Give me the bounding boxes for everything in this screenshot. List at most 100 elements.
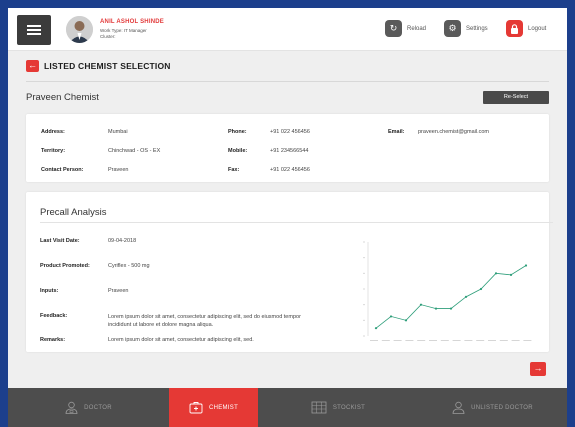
- section-header: ← LISTED CHEMIST SELECTION: [26, 60, 171, 72]
- phone-label: Phone:: [228, 129, 247, 135]
- data-point: [404, 319, 408, 322]
- cluster: Cluster:: [100, 34, 116, 39]
- x-tick-mark: [523, 340, 532, 341]
- chemist-name: Praveen Chemist: [26, 92, 99, 103]
- data-point: [479, 287, 483, 291]
- product-label: Product Promoted:: [40, 263, 90, 269]
- reload-button[interactable]: ↻ Reload: [385, 20, 426, 37]
- medical-kit-icon: [189, 402, 203, 414]
- product-value: Cyriflex - 500 mg: [108, 263, 150, 269]
- divider: [40, 222, 553, 223]
- x-tick-mark: [440, 340, 449, 341]
- nav-stockist-label: STOCKIST: [332, 404, 366, 411]
- data-point: [434, 307, 438, 310]
- settings-button[interactable]: ⚙ Settings: [444, 20, 488, 37]
- divider: [26, 81, 549, 82]
- nav-unlisted-label: UNLISTED DOCTOR: [471, 404, 533, 411]
- y-tick-mark: [363, 257, 365, 259]
- data-point: [374, 327, 378, 330]
- x-tick-mark: [417, 340, 426, 341]
- data-point: [494, 272, 498, 275]
- warehouse-icon: [311, 401, 327, 414]
- nav-unlisted-doctor[interactable]: UNLISTED DOCTOR: [418, 388, 567, 427]
- last-visit-label: Last Visit Date:: [40, 238, 80, 244]
- chemist-details-card: Address: Mumbai Territory: Chinchwad - O…: [26, 114, 549, 182]
- email-value[interactable]: praveen.chemist@gmail.com: [418, 129, 489, 135]
- app-frame: ANIL ASHOL SHINDE Work Type: IT Manager …: [8, 8, 567, 427]
- data-point: [509, 273, 513, 276]
- reload-label: Reload: [407, 25, 427, 32]
- fax-value: +91 022 456456: [270, 167, 310, 173]
- series-line: [375, 265, 527, 329]
- user-name: ANIL ASHOL SHINDE: [100, 19, 164, 25]
- email-label: Email:: [388, 129, 405, 135]
- menu-button[interactable]: [17, 15, 51, 45]
- x-tick-mark: [405, 340, 414, 341]
- reload-icon: ↻: [385, 20, 402, 37]
- nav-chemist[interactable]: CHEMIST: [169, 388, 258, 427]
- bottom-nav: DOCTOR CHEMIST STOCKIST UNLISTED DOCTOR: [8, 388, 567, 427]
- fax-label: Fax:: [228, 167, 240, 173]
- nav-stockist[interactable]: STOCKIST: [258, 388, 418, 427]
- lock-icon: [506, 20, 523, 37]
- header: ANIL ASHOL SHINDE Work Type: IT Manager …: [8, 8, 567, 51]
- x-tick-mark: [499, 340, 508, 341]
- data-point: [449, 307, 453, 310]
- logout-button[interactable]: Logout: [506, 20, 546, 37]
- hamburger-icon-bar: [27, 29, 41, 31]
- back-button[interactable]: ←: [26, 60, 39, 72]
- x-tick-mark: [381, 340, 390, 341]
- contact-value: Praveen: [108, 167, 129, 173]
- x-tick-mark: [452, 340, 461, 341]
- nav-doctor[interactable]: DOCTOR: [8, 388, 169, 427]
- x-tick-mark: [370, 340, 378, 341]
- hamburger-icon-bar: [27, 25, 41, 27]
- feedback-label: Feedback:: [40, 313, 68, 319]
- doctor-icon: [452, 401, 465, 414]
- doctor-icon: [65, 401, 78, 414]
- mobile-value: +91 234566544: [270, 148, 309, 154]
- reselect-button[interactable]: Re-Select: [483, 91, 549, 104]
- remarks-label: Remarks:: [40, 337, 66, 343]
- data-point: [464, 295, 468, 298]
- remarks-value: Lorem ipsum dolor sit amet, consectetur …: [108, 337, 254, 343]
- y-tick-mark: [363, 319, 365, 321]
- contact-label: Contact Person:: [41, 167, 84, 173]
- y-tick-mark: [363, 272, 365, 274]
- territory-label: Territory:: [41, 148, 66, 154]
- x-tick-mark: [476, 340, 485, 341]
- address-label: Address:: [41, 129, 65, 135]
- page-title: LISTED CHEMIST SELECTION: [44, 61, 171, 71]
- nav-doctor-label: DOCTOR: [84, 404, 112, 411]
- mobile-label: Mobile:: [228, 148, 248, 154]
- y-tick-mark: [363, 304, 365, 306]
- data-point: [389, 315, 393, 318]
- territory-value: Chinchwad - OS - EX: [108, 148, 161, 154]
- avatar: [66, 16, 93, 43]
- data-point: [524, 264, 528, 267]
- x-tick-mark: [488, 340, 496, 341]
- logout-label: Logout: [528, 25, 547, 32]
- x-tick-mark: [511, 340, 520, 341]
- x-tick-mark: [464, 340, 473, 341]
- inputs-value: Praveen: [108, 288, 129, 294]
- inputs-label: Inputs:: [40, 288, 59, 294]
- y-tick-mark: [363, 335, 365, 337]
- gear-icon: ⚙: [444, 20, 461, 37]
- address-value: Mumbai: [108, 129, 128, 135]
- settings-label: Settings: [466, 25, 488, 32]
- precall-title: Precall Analysis: [40, 207, 107, 218]
- feedback-value: Lorem ipsum dolor sit amet, consectetur …: [108, 314, 301, 328]
- y-tick-mark: [363, 241, 365, 243]
- hamburger-icon-bar: [27, 33, 41, 35]
- last-visit-value: 09-04-2018: [108, 238, 137, 244]
- user-avatar-icon: [66, 16, 93, 43]
- x-tick-mark: [429, 340, 437, 341]
- line-chart: [363, 241, 532, 341]
- data-point: [419, 303, 423, 306]
- nav-chemist-label: CHEMIST: [208, 404, 239, 411]
- phone-value: +91 022 456456: [270, 129, 310, 135]
- next-button[interactable]: →: [530, 362, 546, 376]
- precall-analysis-card: Precall Analysis Last Visit Date: 09-04-…: [26, 192, 553, 352]
- y-tick-mark: [363, 288, 365, 290]
